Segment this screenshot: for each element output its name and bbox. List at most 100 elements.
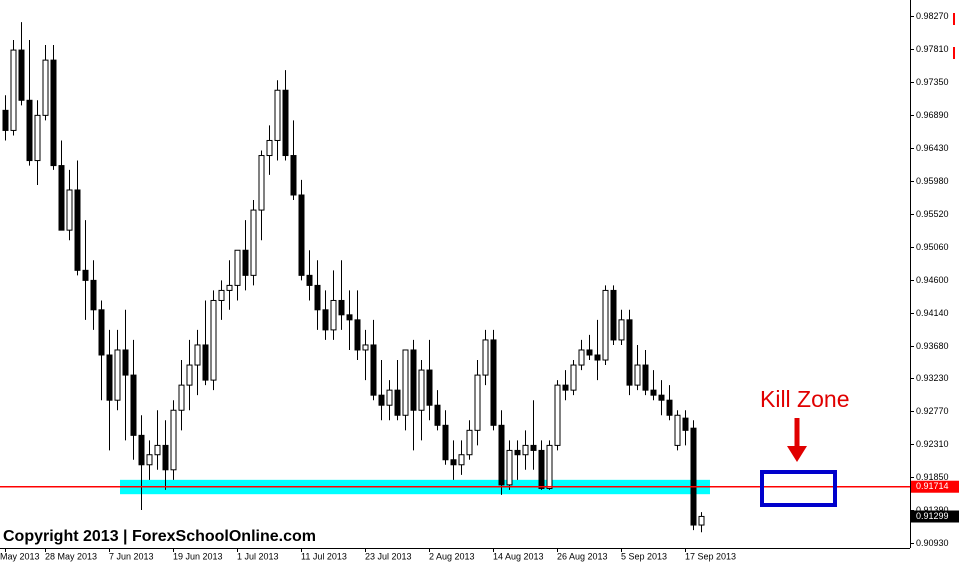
candle-body [2,109,9,131]
candle-body [322,309,329,331]
candle-body [34,114,41,162]
y-tick-label: 0.92770 [916,406,949,416]
marker [953,13,955,25]
candle-body [186,364,193,386]
candle-body [202,344,209,381]
candle-body [210,299,217,381]
candle-body [570,364,577,391]
candle-body [242,249,249,276]
candle-body [442,424,449,461]
candle-body [634,364,641,386]
candle-body [314,284,321,311]
candle-body [306,274,313,286]
candle-body [74,189,81,271]
candle-body [138,434,145,466]
candle-body [66,189,73,231]
candle-body [338,299,345,316]
y-tick-label: 0.92310 [916,439,949,449]
kill-zone-box [760,470,837,507]
x-tick-label: 5 Sep 2013 [621,551,667,561]
arrow-head [787,446,807,462]
candle-body [474,374,481,431]
watermark: Copyright 2013 | ForexSchoolOnline.com [3,528,316,545]
candle-body [594,354,601,361]
y-tick-label: 0.97350 [916,77,949,87]
candle-body [578,349,585,366]
candle-body [658,394,665,401]
x-tick-label: 14 Aug 2013 [493,551,544,561]
candle-body [698,515,705,526]
x-tick-label: 2 Aug 2013 [429,551,475,561]
price-label-box [911,480,959,493]
candle-body [482,339,489,376]
y-tick-label: 0.97810 [916,44,949,54]
candle-body [122,349,129,376]
candle-body [146,454,153,466]
x-tick-label: 7 Jun 2013 [109,551,154,561]
candle-body [370,344,377,396]
candle-body [586,349,593,356]
candle-body [114,349,121,401]
x-tick-label: 26 Aug 2013 [557,551,608,561]
candle-body [650,389,657,396]
candle-body [386,389,393,406]
x-tick-label: 23 Jul 2013 [365,551,412,561]
last-price-box [911,510,959,523]
y-tick-label: 0.91850 [916,472,949,482]
x-tick-label: 17 Sep 2013 [685,551,736,561]
candle-body [666,399,673,416]
x-tick-label: 28 May 2013 [45,551,97,561]
candle-body [178,384,185,411]
candle-body [378,394,385,406]
candle-body [82,269,89,281]
candle-body [266,139,273,157]
marker [953,47,955,59]
y-tick-label: 0.93680 [916,341,949,351]
candle-body [618,319,625,341]
candle-body [282,89,289,157]
candle-body [434,404,441,426]
candle-body [170,409,177,471]
candle-body [18,49,25,101]
candle-body [10,49,17,131]
candle-body [362,344,369,351]
candle-body [194,344,201,366]
candle-body [106,354,113,401]
candle-body [402,349,409,416]
price-label: 0.91714 [916,481,949,491]
candle-body [226,284,233,291]
x-tick-label: 1 Jul 2013 [237,551,279,561]
candle-body [42,59,49,116]
y-tick-label: 0.93230 [916,373,949,383]
y-tick-label: 0.95980 [916,176,949,186]
x-tick-label: 11 Jul 2013 [301,551,347,561]
candle-body [330,299,337,331]
candle-body [274,89,281,141]
candle-body [554,384,561,446]
candle-body [514,449,521,456]
y-tick-label: 0.94600 [916,275,949,285]
y-tick-label: 0.94140 [916,308,949,318]
candle-body [674,414,681,446]
y-tick-label: 0.90930 [916,538,949,548]
candle-body [458,454,465,466]
candle-body [354,319,361,351]
candle-body [602,289,609,361]
candle-body [490,339,497,426]
x-tick-label: 19 Jun 2013 [173,551,223,561]
candle-body [50,59,57,167]
candle-body [26,99,33,162]
candle-body [626,319,633,386]
candle-body [546,444,553,489]
candle-body [522,444,529,456]
candle-body [162,444,169,471]
x-tick-label: May 2013 [0,551,40,561]
candle-body [410,349,417,411]
candle-body [394,389,401,416]
y-tick-label: 0.96890 [916,110,949,120]
candle-body [290,155,297,196]
candle-body [610,289,617,341]
candle-body [562,384,569,391]
